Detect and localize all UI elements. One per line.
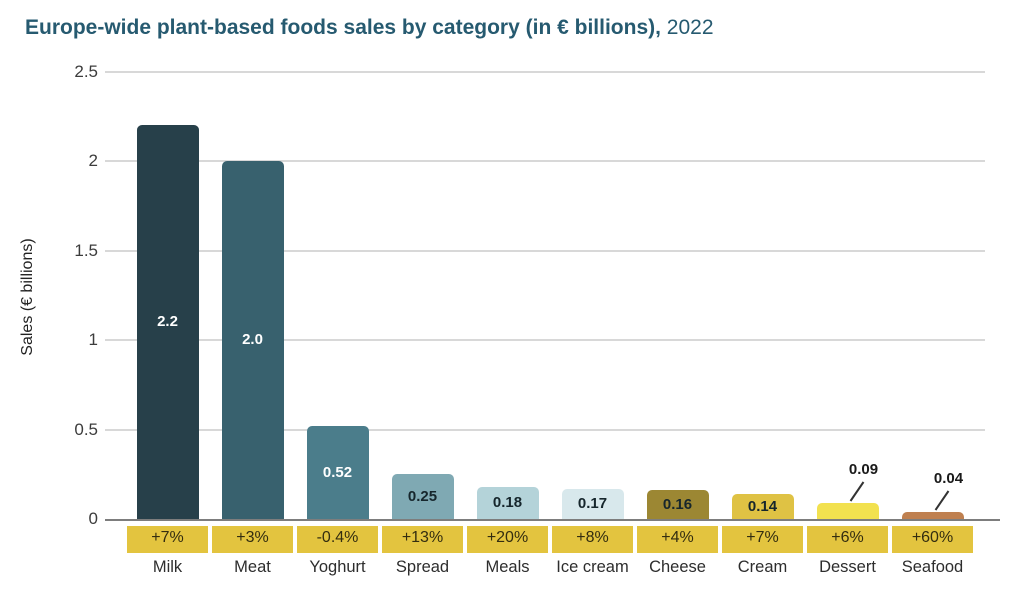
gridline [105, 428, 985, 431]
growth-band-cell: +7% [127, 526, 208, 553]
gridline [105, 339, 985, 341]
y-tick-label: 0 [88, 509, 98, 528]
growth-percent-label: +8% [576, 529, 609, 546]
growth-percent-label: +7% [746, 529, 779, 546]
bar-value-label: 0.25 [407, 487, 438, 505]
bar-spread [391, 474, 454, 519]
growth-percent-label: +13% [401, 529, 444, 546]
growth-percent-label: +60% [911, 529, 954, 546]
bar-ice-cream [561, 489, 624, 519]
category-label: Milk [152, 558, 183, 576]
x-axis-baseline [105, 519, 1000, 521]
growth-band-cell: +13% [382, 526, 463, 553]
y-tick-label: 0.5 [74, 419, 98, 439]
bar-meals [476, 487, 539, 519]
growth-percent-label: +6% [831, 529, 864, 546]
value-leader-line [934, 490, 950, 511]
growth-band-cell: +60% [892, 526, 973, 553]
growth-band-cell: +3% [212, 526, 293, 553]
y-axis-label: Sales (€ billions) [19, 238, 36, 356]
bar-cream [731, 494, 794, 519]
bar-cheese [646, 490, 709, 519]
bar-seafood [901, 512, 964, 519]
growth-percent-label: +20% [486, 529, 529, 546]
bar-value-label: 0.14 [747, 497, 778, 515]
growth-band-cell: +6% [807, 526, 888, 553]
bar-meat [221, 161, 284, 519]
category-label: Dessert [819, 558, 876, 576]
gridline [105, 160, 985, 162]
y-tick-label: 1 [88, 330, 98, 349]
chart-title-year: 2022 [660, 16, 714, 39]
y-tick-label: 2.5 [74, 61, 98, 81]
category-label: Spread [395, 558, 450, 576]
category-label: Meals [485, 558, 530, 576]
bar-milk [136, 125, 199, 519]
gridline [105, 70, 985, 73]
growth-band-cell: +4% [637, 526, 718, 553]
bar-yoghurt [306, 426, 369, 519]
category-label: Cheese [649, 558, 706, 576]
growth-band-cell: +7% [722, 526, 803, 553]
chart-title-main: Europe-wide plant-based foods sales by c… [25, 16, 661, 39]
growth-percent-label: +3% [236, 529, 269, 546]
bar-dessert [816, 503, 879, 519]
y-tick-label: 2 [88, 151, 98, 170]
category-label: Seafood [901, 558, 964, 576]
bar-value-label: 2.2 [157, 313, 178, 330]
bar-value-label: 0.18 [492, 494, 523, 511]
chart-title: Europe-wide plant-based foods sales by c… [25, 14, 714, 42]
bar-value-label: 0.52 [322, 463, 353, 481]
category-label: Cream [737, 558, 788, 576]
bar-value-label: 0.16 [662, 495, 693, 513]
bar-value-label: 0.09 [848, 461, 879, 478]
growth-band-cell: +8% [552, 526, 633, 553]
growth-band-cell: +20% [467, 526, 548, 553]
category-label: Meat [234, 558, 271, 576]
growth-percent-label: +7% [151, 529, 184, 546]
value-leader-line [849, 481, 865, 502]
growth-percent-label: -0.4% [316, 529, 359, 546]
y-tick-label: 1.5 [74, 240, 98, 260]
growth-band-cell: -0.4% [297, 526, 378, 553]
bar-value-label: 2.0 [242, 331, 263, 348]
category-label: Yoghurt [309, 558, 366, 576]
category-label: Ice cream [556, 558, 629, 576]
bar-value-label: 0.17 [577, 495, 608, 512]
bar-value-label: 0.04 [933, 470, 964, 487]
growth-percent-label: +4% [661, 529, 694, 546]
gridline [105, 249, 985, 252]
